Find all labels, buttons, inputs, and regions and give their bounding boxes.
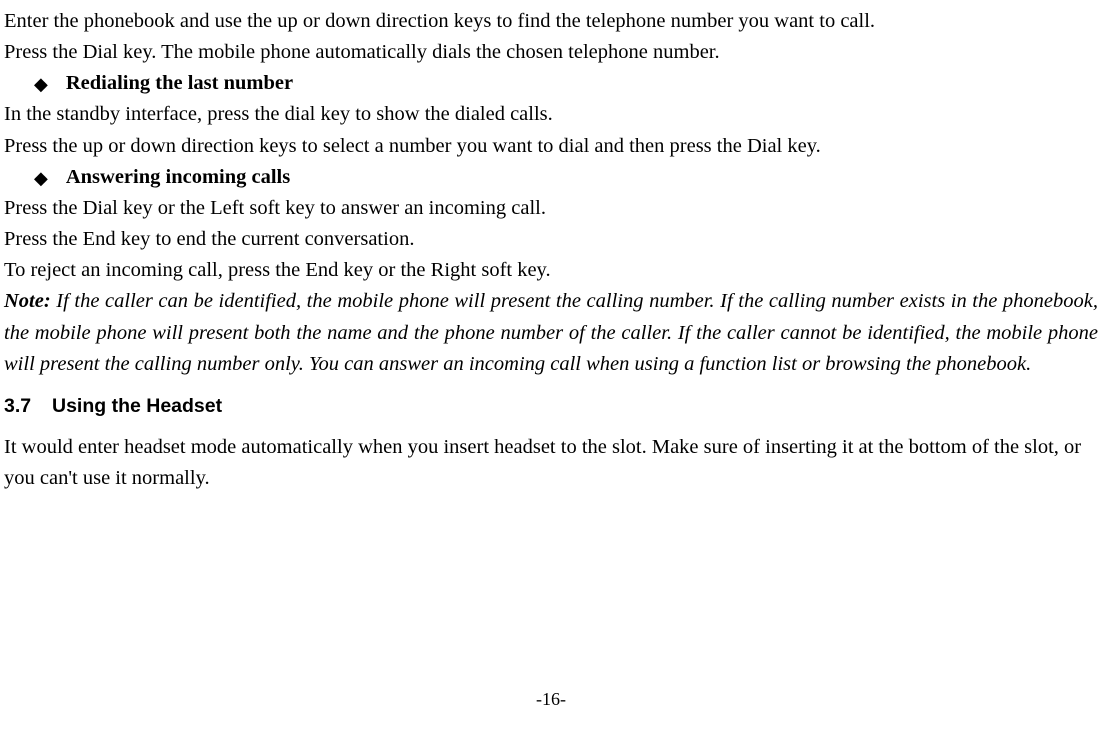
section-title: Using the Headset [52, 392, 222, 422]
paragraph-answer: Press the Dial key or the Left soft key … [4, 193, 1098, 224]
paragraph-phonebook-find: Enter the phonebook and use the up or do… [4, 6, 1098, 37]
note-lead: Note: [4, 290, 51, 312]
diamond-icon: ◆ [34, 169, 48, 187]
paragraph-end: Press the End key to end the current con… [4, 224, 1098, 255]
diamond-icon: ◆ [34, 75, 48, 93]
bullet-answering: ◆ Answering incoming calls [4, 162, 1098, 193]
bullet-redial: ◆ Redialing the last number [4, 68, 1098, 99]
paragraph-standby: In the standby interface, press the dial… [4, 99, 1098, 130]
note-body: If the caller can be identified, the mob… [4, 290, 1098, 374]
paragraph-select-dial: Press the up or down direction keys to s… [4, 131, 1098, 162]
paragraph-reject: To reject an incoming call, press the En… [4, 255, 1098, 286]
section-number: 3.7 [4, 392, 52, 422]
document-page: Enter the phonebook and use the up or do… [0, 0, 1102, 735]
note-paragraph: Note: If the caller can be identified, t… [4, 286, 1098, 379]
bullet-redial-label: Redialing the last number [66, 68, 293, 99]
paragraph-dial-auto: Press the Dial key. The mobile phone aut… [4, 37, 1098, 68]
paragraph-headset: It would enter headset mode automaticall… [4, 432, 1098, 494]
bullet-answering-label: Answering incoming calls [66, 162, 290, 193]
section-heading-headset: 3.7 Using the Headset [4, 392, 1098, 422]
page-number: -16- [0, 686, 1102, 713]
